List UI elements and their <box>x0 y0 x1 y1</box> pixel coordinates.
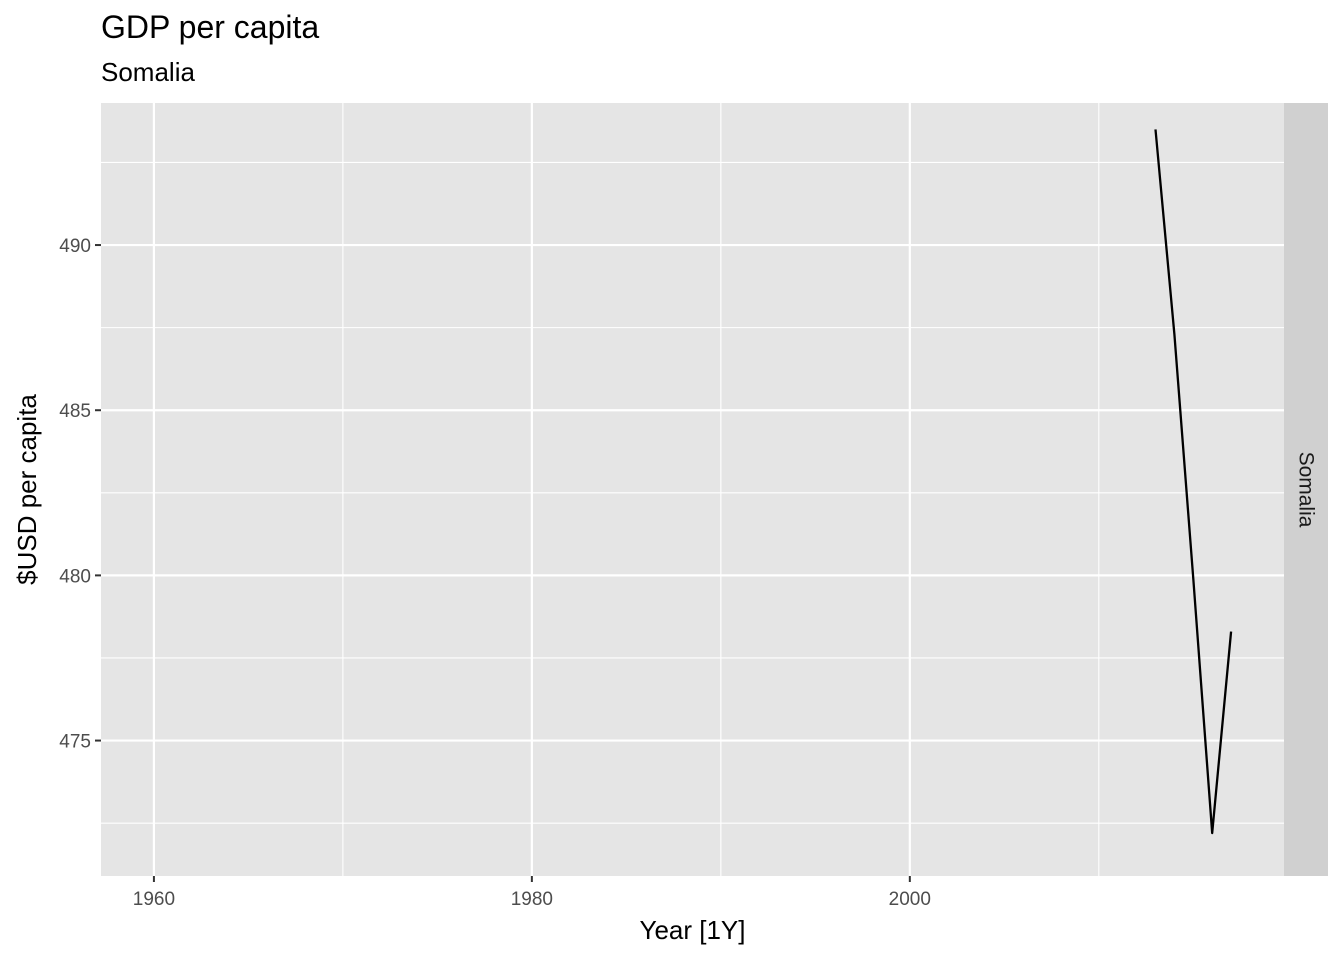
x-axis: 1960 1980 2000 <box>133 876 931 910</box>
facet-strip-label: Somalia <box>1295 452 1318 528</box>
y-tick-label: 480 <box>59 566 91 587</box>
y-tick-label: 490 <box>59 236 91 257</box>
minor-gridlines <box>101 103 1284 876</box>
y-tick-label: 475 <box>59 732 91 753</box>
y-axis: 475 480 485 490 <box>59 236 101 753</box>
x-axis-title: Year [1Y] <box>639 915 745 945</box>
plot-panel <box>101 103 1284 876</box>
facet-strip <box>1284 103 1328 876</box>
major-gridlines <box>101 103 1284 876</box>
y-tick-label: 485 <box>59 401 91 422</box>
x-tick-label: 2000 <box>889 889 931 910</box>
chart-subtitle: Somalia <box>101 57 195 87</box>
series-line <box>1154 129 1233 835</box>
chart-title: GDP per capita <box>101 9 320 45</box>
x-tick-label: 1960 <box>133 889 175 910</box>
x-tick-label: 1980 <box>511 889 553 910</box>
y-axis-title: $USD per capita <box>12 394 42 585</box>
series-layer <box>1154 129 1233 835</box>
